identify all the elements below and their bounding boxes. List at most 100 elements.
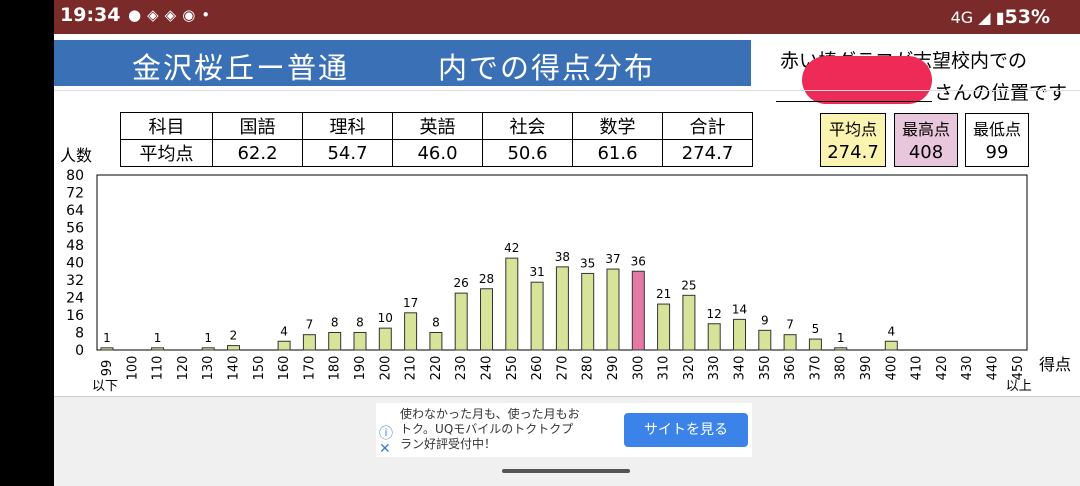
header-cell: 英語: [392, 112, 483, 140]
data-label: 26: [454, 276, 469, 290]
y-tick-label: 48: [66, 238, 84, 254]
y-tick-label: 24: [66, 291, 84, 307]
y-tick-label: 40: [66, 256, 84, 272]
bar: [201, 347, 215, 351]
bar: [884, 340, 898, 351]
network-label: 4G: [950, 8, 974, 27]
stat-average: 平均点 274.7: [820, 113, 886, 167]
x-tick-label: 360: [783, 356, 798, 381]
x-tick-label: 170: [302, 356, 317, 381]
stat-min-label: 最低点: [972, 120, 1021, 139]
title-suffix: 内での得点分布: [438, 51, 656, 85]
data-label: 35: [580, 256, 595, 270]
data-label: 17: [403, 296, 418, 310]
x-tick-label: 130: [201, 356, 216, 381]
y-tick-label: 64: [66, 203, 84, 219]
data-label: 5: [812, 322, 820, 336]
location-icon: ◉: [182, 6, 202, 24]
x-tick-label: 280: [581, 356, 596, 381]
data-label: 2: [230, 329, 238, 343]
x-tick-label: 210: [404, 356, 419, 381]
x-tick-label: 230: [454, 356, 469, 381]
data-label: 36: [631, 254, 646, 268]
data-label: 1: [154, 331, 162, 345]
cell-value: 54.7: [302, 139, 393, 167]
name-underline: [776, 101, 932, 102]
x-tick-label: 400: [884, 356, 899, 381]
status-bar: 19:34 ●◈◈◉• 4G ◢ ▮53%: [54, 0, 1080, 34]
bar: [353, 332, 367, 351]
ad-visit-button[interactable]: サイトを見る: [624, 413, 748, 447]
info-icon[interactable]: ⓘ: [379, 426, 393, 442]
x-tick-label: 160: [277, 356, 292, 381]
stat-min: 最低点 99: [965, 113, 1029, 167]
stat-average-label: 平均点: [828, 120, 877, 139]
cell-value: 61.6: [572, 139, 663, 167]
header-cell: 国語: [212, 112, 303, 140]
x-tick-label: 110: [151, 356, 166, 381]
x-tick-label: 180: [328, 356, 343, 381]
bar: [100, 347, 114, 351]
x-tick-label: 99: [100, 360, 115, 377]
data-label: 4: [280, 324, 288, 338]
bar: [631, 270, 645, 351]
stat-min-value: 99: [985, 142, 1009, 163]
line-icon: ●: [128, 6, 148, 24]
bar: [328, 332, 342, 351]
data-label: 7: [306, 318, 314, 332]
status-time: 19:34: [60, 4, 121, 26]
x-tick-label: 250: [505, 356, 520, 381]
bottom-area: ⓘ ✕ 使わなかった月も、使った月もおトク。UQモバイルのトクトクプラン好評受付…: [54, 396, 1080, 486]
x-tick-label: 100: [125, 356, 140, 381]
title-banner: 金沢桜丘ー普通 内での得点分布: [54, 40, 751, 86]
x-tick-label: 260: [530, 356, 545, 381]
bar: [505, 257, 519, 351]
bar: [581, 272, 595, 351]
data-label: 9: [761, 313, 769, 327]
header-cell: 合計: [662, 112, 753, 140]
bar: [227, 345, 240, 351]
bar: [277, 340, 291, 351]
bar: [555, 266, 569, 351]
data-label: 38: [555, 250, 570, 264]
y-tick-label: 32: [66, 273, 84, 289]
bar: [682, 294, 696, 351]
header-cell: 科目: [120, 112, 213, 140]
notification-app-icon: ◈: [147, 6, 165, 24]
close-icon[interactable]: ✕: [379, 441, 391, 457]
ad-banner[interactable]: ⓘ ✕ 使わなかった月も、使った月もおトク。UQモバイルのトクトクプラン好評受付…: [376, 403, 752, 457]
data-label: 1: [837, 331, 845, 345]
bar: [783, 334, 797, 351]
data-label: 21: [656, 287, 671, 301]
redaction-mark: [802, 56, 932, 104]
notification-app-icon-2: ◈: [164, 6, 183, 24]
data-label: 1: [204, 331, 212, 345]
app-screen: 19:34 ●◈◈◉• 4G ◢ ▮53% 金沢桜丘ー普通 内での得点分布 赤い…: [54, 0, 1080, 486]
x-tick-label: 150: [252, 356, 267, 381]
x-tick-label: 410: [910, 356, 925, 381]
gesture-nav-bar[interactable]: [502, 469, 630, 473]
y-tick-label: 72: [66, 186, 84, 202]
x-tick-label: 330: [707, 356, 722, 381]
x-tick-label: 120: [176, 356, 191, 381]
x-tick-label: 370: [808, 356, 823, 381]
signal-icon: ◢: [978, 8, 991, 27]
x-axis-label: 得点: [1039, 355, 1071, 374]
x-tick-label: 380: [834, 356, 849, 381]
data-label: 8: [356, 316, 364, 330]
bar: [378, 327, 392, 351]
y-axis-unit: 人数: [60, 146, 93, 165]
bar: [404, 312, 418, 351]
data-label: 4: [887, 324, 895, 338]
x-tick-label: 450: [1011, 356, 1026, 381]
data-label: 12: [707, 307, 722, 321]
stat-max-label: 最高点: [901, 120, 950, 139]
data-label: 1: [103, 331, 111, 345]
data-label: 10: [378, 311, 393, 325]
data-label: 14: [732, 302, 747, 316]
notification-icons: ●◈◈◉•: [128, 6, 216, 24]
row-label: 平均点: [120, 139, 213, 167]
x-tick-label: 430: [960, 356, 975, 381]
stat-max-value: 408: [908, 142, 944, 163]
